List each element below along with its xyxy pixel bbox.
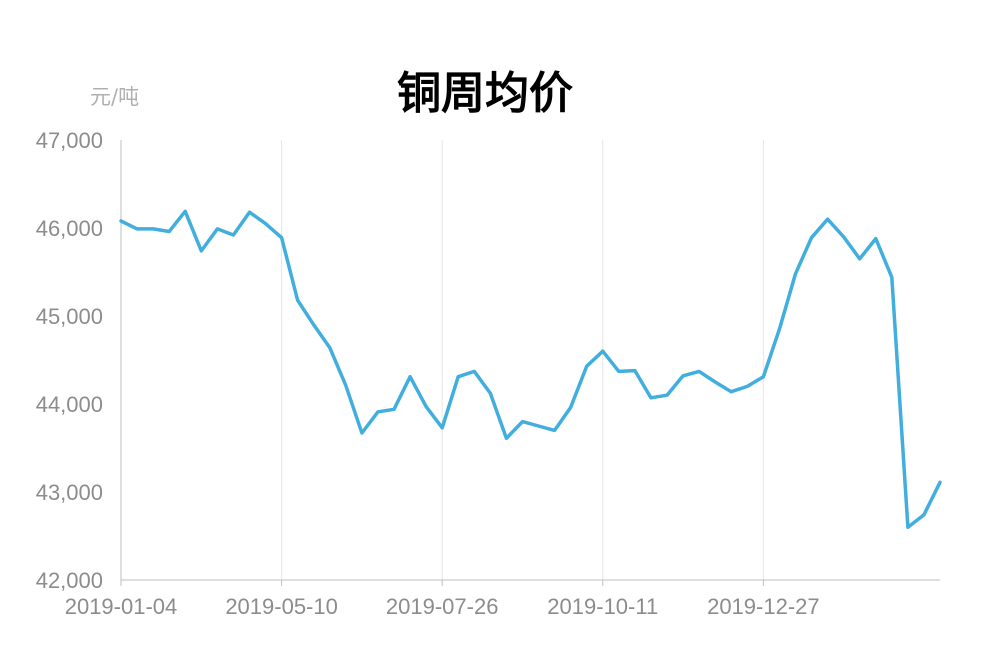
y-tick-label: 42,000 [36,568,103,593]
x-tick-label: 2019-05-10 [225,594,338,619]
axes [120,140,940,581]
y-tick-label: 45,000 [36,304,103,329]
y-tick-labels: 42,000 43,000 44,000 45,000 46,000 47,000 [36,128,103,593]
y-tick-label: 47,000 [36,128,103,153]
series-line-0 [119,209,942,529]
chart-title: 铜周均价 [397,68,573,119]
y-tick-label: 43,000 [36,480,103,505]
x-tick-label: 2019-10-11 [547,594,658,619]
x-tick-label: 2019-01-04 [65,594,178,619]
series-group [119,209,942,529]
x-tick-label: 2019-07-26 [386,594,499,619]
y-axis-unit: 元/吨 [90,85,139,109]
x-tick-label: 2019-12-27 [707,594,820,619]
x-tick-labels: 2019-01-04 2019-05-10 2019-07-26 2019-10-11… [65,580,820,619]
grid-lines [281,140,764,580]
y-tick-label: 44,000 [36,392,103,417]
y-tick-label: 46,000 [36,216,103,241]
